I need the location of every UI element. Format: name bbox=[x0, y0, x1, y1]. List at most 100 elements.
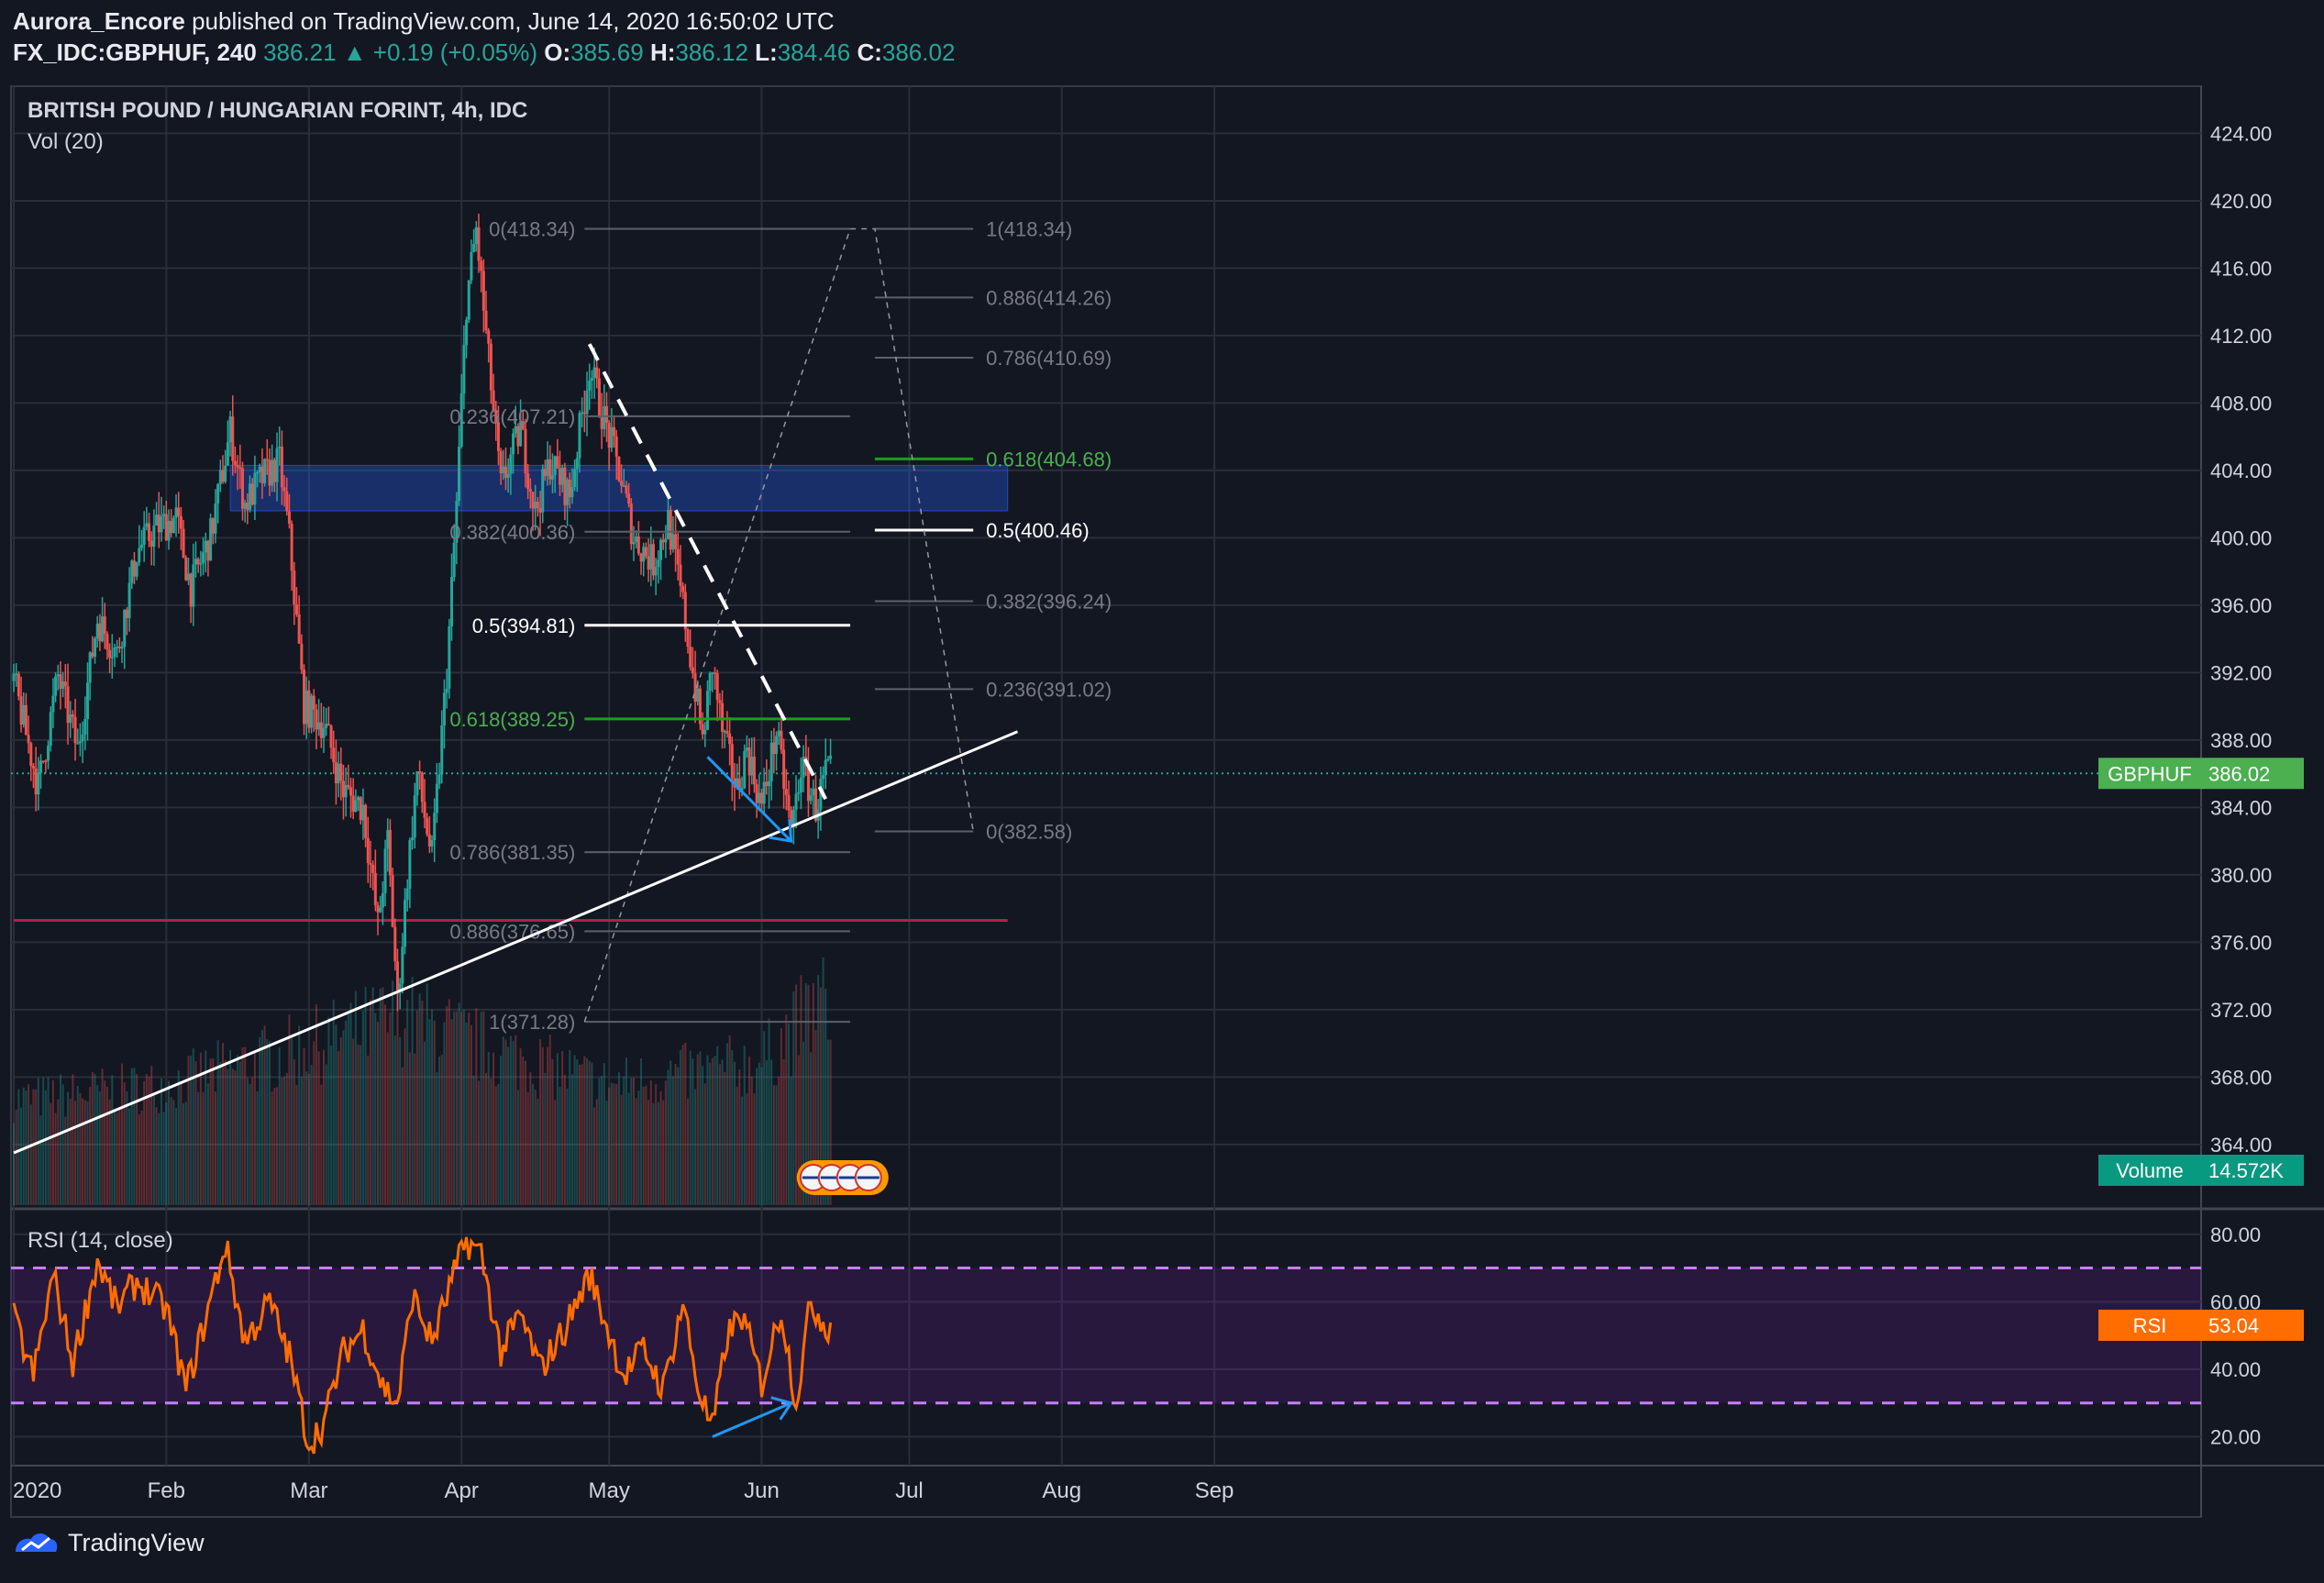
candle-body bbox=[769, 742, 773, 781]
volume-bar bbox=[300, 1077, 303, 1205]
candle-body bbox=[371, 864, 375, 873]
volume-bar bbox=[494, 1086, 497, 1205]
candle-body bbox=[81, 734, 84, 742]
volume-bar bbox=[817, 975, 820, 1205]
volume-bar bbox=[556, 1053, 559, 1205]
price-tick-2: 416.00 bbox=[2210, 257, 2272, 280]
volume-bar bbox=[652, 1102, 655, 1205]
candle-body bbox=[388, 829, 392, 876]
volume-bar bbox=[377, 1021, 380, 1205]
volume-bar bbox=[259, 1036, 261, 1205]
low-value: 384.46 bbox=[777, 39, 851, 66]
volume-bars bbox=[13, 958, 832, 1205]
volume-bar bbox=[339, 1037, 342, 1205]
candle-body bbox=[543, 469, 547, 477]
candle-body bbox=[108, 649, 112, 659]
price-tick-12: 376.00 bbox=[2210, 931, 2272, 954]
candle-body bbox=[629, 504, 633, 545]
volume-bar bbox=[327, 1017, 330, 1205]
volume-bar bbox=[570, 1074, 573, 1205]
last-price-tag-name: GBPHUF bbox=[2108, 762, 2192, 785]
volume-bar bbox=[393, 1035, 396, 1205]
candle-body bbox=[462, 345, 466, 394]
ascending-support-line bbox=[13, 730, 1019, 1155]
volume-bar bbox=[433, 1020, 436, 1205]
volume-bar bbox=[679, 1049, 681, 1205]
candle-body bbox=[813, 788, 817, 821]
volume-bar bbox=[826, 1039, 829, 1205]
candle-body bbox=[268, 459, 271, 486]
footer-brand[interactable]: TradingView bbox=[13, 1529, 205, 1557]
symbol-name[interactable]: FX_IDC:GBPHUF, 240 bbox=[13, 39, 257, 66]
candle-body bbox=[458, 447, 461, 502]
candle-body bbox=[226, 442, 229, 466]
candle-body bbox=[480, 260, 483, 271]
volume-bar bbox=[569, 1050, 571, 1205]
ext-level-label-1: 0.886(414.26) bbox=[986, 286, 1112, 309]
candle-body bbox=[740, 788, 744, 791]
volume-bar bbox=[22, 1087, 25, 1205]
candle-body bbox=[568, 479, 571, 498]
volume-bar bbox=[780, 1028, 782, 1205]
volume-bar bbox=[175, 1108, 178, 1205]
candle-body bbox=[401, 946, 404, 984]
candle-body bbox=[592, 367, 596, 378]
candle-body bbox=[477, 227, 481, 261]
volume-bar bbox=[325, 1064, 327, 1205]
volume-bar bbox=[382, 987, 384, 1205]
volume-bar bbox=[140, 1110, 143, 1205]
candle-body bbox=[768, 780, 771, 786]
candle-body bbox=[775, 736, 779, 755]
volume-bar bbox=[578, 1064, 581, 1205]
candle-body bbox=[117, 647, 121, 648]
candle-body bbox=[683, 592, 687, 630]
volume-bar bbox=[251, 1077, 254, 1205]
volume-bar bbox=[758, 1062, 760, 1205]
candle-body bbox=[679, 564, 682, 586]
volume-bar bbox=[561, 1051, 564, 1205]
volume-bar bbox=[121, 1063, 124, 1205]
volume-bar bbox=[588, 1060, 591, 1205]
volume-bar bbox=[671, 1076, 674, 1205]
author-name[interactable]: Aurora_Encore bbox=[13, 7, 185, 35]
event-markers[interactable] bbox=[796, 1160, 889, 1195]
volume-bar bbox=[504, 1039, 507, 1205]
price-tick-0: 424.00 bbox=[2210, 122, 2272, 145]
volume-bar bbox=[293, 1059, 295, 1205]
candle-body bbox=[272, 459, 276, 482]
candle-body bbox=[676, 548, 680, 565]
volume-bar bbox=[152, 1093, 155, 1205]
volume-bar bbox=[295, 1085, 298, 1205]
volume-bar bbox=[54, 1113, 57, 1205]
candle-body bbox=[613, 426, 616, 437]
candle-body bbox=[145, 523, 149, 527]
rsi-divergence-arrowhead bbox=[770, 1396, 794, 1421]
candle-body bbox=[162, 514, 166, 517]
candle-body bbox=[790, 810, 793, 827]
last-price-tag-name-bg bbox=[2098, 758, 2201, 790]
volume-bar bbox=[615, 1084, 618, 1205]
rsi-line bbox=[12, 1236, 833, 1455]
volume-bar bbox=[756, 1068, 758, 1205]
candle-body bbox=[617, 456, 621, 482]
candle-body bbox=[524, 428, 527, 474]
candle-body bbox=[639, 553, 643, 562]
volume-bar bbox=[273, 1088, 276, 1205]
volume-bar bbox=[155, 1107, 158, 1205]
candle-body bbox=[17, 673, 20, 697]
volume-bar bbox=[748, 1056, 751, 1205]
volume-bar bbox=[128, 1108, 131, 1205]
volume-bar bbox=[158, 1113, 160, 1205]
volume-bar bbox=[205, 1050, 207, 1205]
volume-bar bbox=[822, 958, 824, 1205]
candle-body bbox=[132, 560, 136, 577]
time-axis: 2020 Feb Mar Apr May Jun Jul Aug Sep bbox=[13, 1478, 1234, 1503]
chart-frame bbox=[10, 85, 2324, 1518]
candle-body bbox=[484, 310, 488, 331]
volume-bar bbox=[342, 1030, 345, 1205]
candle-body bbox=[642, 547, 646, 562]
volume-bar bbox=[268, 1041, 271, 1205]
candle-body bbox=[595, 367, 599, 379]
candle-body bbox=[27, 735, 30, 744]
